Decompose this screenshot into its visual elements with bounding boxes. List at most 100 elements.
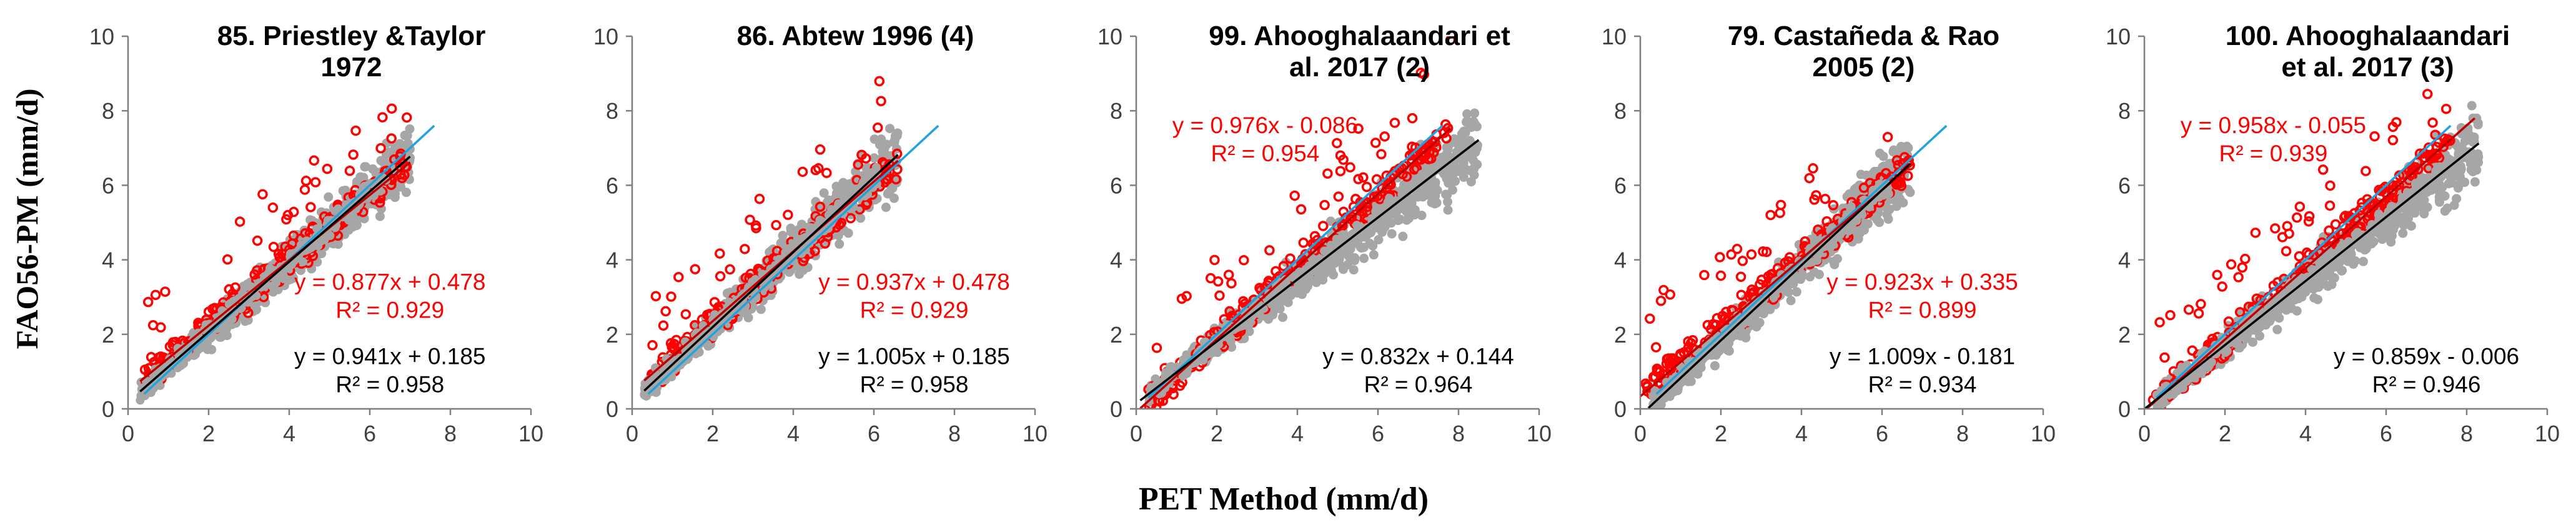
red-point — [1358, 172, 1369, 183]
grey-point — [1325, 216, 1335, 226]
y-tick-label: 0 — [1614, 396, 1627, 422]
red-point — [386, 103, 397, 114]
grey-point — [1710, 361, 1720, 371]
red-point — [1441, 133, 1452, 144]
red-point — [715, 271, 726, 282]
red-point — [1705, 324, 1717, 334]
red-point — [1820, 193, 1831, 204]
grey-point — [881, 203, 891, 213]
red-point — [160, 286, 171, 297]
red-point — [1332, 138, 1342, 149]
y-tick-label: 8 — [1614, 98, 1627, 124]
x-tick-label: 8 — [1452, 421, 1465, 446]
red-point — [1715, 270, 1726, 281]
grey-point — [1856, 169, 1866, 179]
panel-title: al. 2017 (2) — [1289, 52, 1430, 83]
red-point — [1407, 113, 1418, 124]
red-point — [150, 289, 161, 301]
red-point — [647, 340, 658, 351]
y-tick-label: 2 — [102, 322, 114, 348]
red-point — [1271, 266, 1281, 277]
red-point — [1322, 168, 1333, 179]
red-point — [1445, 36, 1456, 46]
grey-point — [840, 181, 850, 191]
plot-area — [1640, 124, 1948, 409]
x-tick-label: 2 — [202, 421, 215, 446]
x-tick-label: 4 — [787, 421, 800, 446]
red-point — [402, 112, 412, 123]
red-point — [1209, 254, 1220, 266]
red-point — [783, 209, 793, 220]
grey-point — [1459, 126, 1469, 136]
red-point — [1804, 173, 1815, 184]
black-trendline — [1139, 139, 1480, 401]
red-point — [1289, 190, 1300, 201]
grey-point — [778, 231, 788, 241]
red-point — [1295, 204, 1307, 215]
red-point — [1731, 244, 1743, 254]
grey-point — [871, 164, 881, 174]
grey-point — [1465, 166, 1475, 176]
grey-point — [403, 138, 413, 148]
grey-point — [846, 188, 855, 198]
grey-point — [1459, 172, 1469, 182]
grey-point — [1383, 198, 1392, 207]
red-equation: R² = 0.954 — [1211, 141, 1319, 166]
grey-point — [1449, 134, 1459, 144]
x-tick-label: 2 — [1211, 421, 1223, 446]
red-point — [234, 216, 245, 227]
grey-point — [368, 164, 378, 174]
grey-point — [1470, 108, 1480, 118]
red-point — [740, 244, 750, 254]
red-point — [725, 264, 735, 275]
y-tick-label: 8 — [606, 98, 618, 124]
x-tick-label: 0 — [1634, 421, 1647, 446]
red-point — [1811, 190, 1821, 201]
grey-point — [1312, 268, 1322, 277]
y-tick-label: 8 — [1110, 98, 1122, 124]
red-point — [715, 248, 725, 259]
red-point — [1655, 295, 1667, 306]
red-point — [322, 163, 333, 174]
grey-point — [1898, 198, 1908, 208]
red-point — [267, 202, 279, 213]
grey-point — [1673, 386, 1682, 395]
panel-title: 1972 — [321, 52, 382, 83]
red-point — [650, 291, 661, 301]
red-point — [671, 334, 681, 346]
red-point — [305, 202, 316, 213]
red-point — [147, 319, 159, 331]
red-point — [1151, 343, 1162, 353]
red-equation: y = 0.877x + 0.478 — [294, 269, 486, 294]
grey-point — [1430, 191, 1440, 201]
y-tick-label: 0 — [1110, 396, 1122, 422]
grey-point — [786, 227, 796, 237]
red-point — [666, 341, 677, 353]
red-equation: R² = 0.929 — [860, 297, 969, 323]
x-tick-label: 8 — [444, 421, 457, 446]
grey-point — [1442, 190, 1452, 200]
red-trendline — [643, 159, 899, 382]
y-tick-label: 10 — [1097, 24, 1122, 49]
grey-point — [869, 153, 879, 163]
grey-point — [819, 188, 829, 198]
grey-point — [890, 135, 900, 145]
red-point — [375, 143, 386, 154]
grey-point — [1293, 284, 1302, 293]
grey-point — [1255, 309, 1264, 319]
red-point — [861, 199, 871, 210]
grey-point — [1457, 165, 1467, 175]
grey-point — [1393, 216, 1403, 226]
grey-point — [1442, 143, 1452, 153]
grey-point — [298, 257, 307, 266]
grey-point — [1393, 206, 1402, 216]
red-point — [1374, 194, 1385, 204]
red-point — [1338, 154, 1349, 165]
red-point — [690, 264, 701, 274]
grey-point — [1672, 379, 1681, 388]
y-tick-label: 10 — [1602, 24, 1627, 49]
grey-point — [1846, 204, 1855, 213]
grey-point — [1466, 152, 1476, 162]
red-point — [1775, 199, 1786, 211]
red-point — [1655, 366, 1665, 377]
